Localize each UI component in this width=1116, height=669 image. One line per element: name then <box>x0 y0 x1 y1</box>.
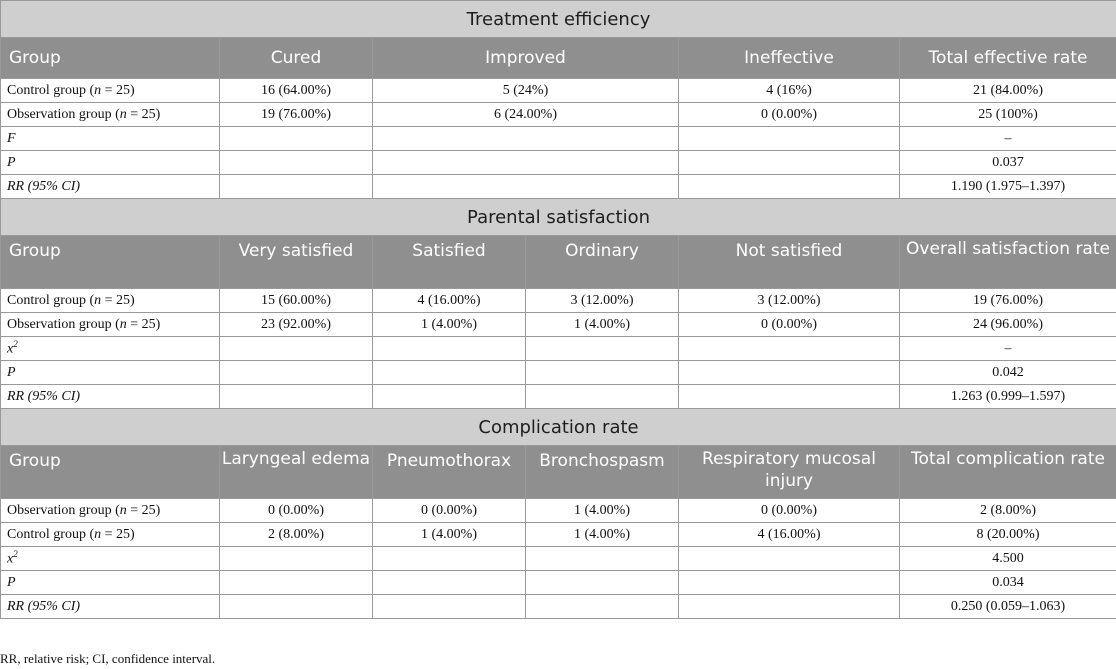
data-cell: 0 (0.00%) <box>678 312 900 337</box>
column-header: Laryngeal edema <box>219 445 373 499</box>
column-header: Overall satisfaction rate <box>898 235 1116 289</box>
column-header: Improved <box>372 37 679 79</box>
data-cell: 21 (84.00%) <box>898 78 1116 103</box>
data-cell: 19 (76.00%) <box>219 102 373 127</box>
header-row: Group Very satisfied Satisfied Ordinary … <box>0 235 1116 289</box>
data-cell: 25 (100%) <box>898 102 1116 127</box>
data-cell: 19 (76.00%) <box>898 288 1116 313</box>
section-title: Parental satisfaction <box>0 198 1116 236</box>
header-row: Group Cured Improved Ineffective Total e… <box>0 37 1116 79</box>
stat-row: x2 4.500 <box>0 546 1116 571</box>
data-cell: 4 (16%) <box>678 78 900 103</box>
stat-row: F – <box>0 126 1116 151</box>
column-header: Very satisfied <box>219 235 373 289</box>
column-header: Ineffective <box>678 37 900 79</box>
table-row: Control group (n = 25) 15 (60.00%) 4 (16… <box>0 288 1116 313</box>
stat-label: x2 <box>0 546 220 571</box>
table-row: Control group (n = 25) 16 (64.00%) 5 (24… <box>0 78 1116 103</box>
data-cell: 24 (96.00%) <box>898 312 1116 337</box>
header-row: Group Laryngeal edema Pneumothorax Bronc… <box>0 445 1116 499</box>
stat-value: 0.042 <box>898 360 1116 385</box>
group-cell: Observation group (n = 25) <box>0 498 220 523</box>
data-cell: 6 (24.00%) <box>372 102 679 127</box>
column-header: Group <box>0 37 220 79</box>
table-footnote: RR, relative risk; CI, confidence interv… <box>0 651 216 666</box>
stat-row: RR (95% CI) 1.263 (0.999–1.597) <box>0 384 1116 409</box>
table-row: Observation group (n = 25) 19 (76.00%) 6… <box>0 102 1116 127</box>
group-cell: Control group (n = 25) <box>0 288 220 313</box>
data-cell: 0 (0.00%) <box>219 498 373 523</box>
data-cell: 0 (0.00%) <box>678 102 900 127</box>
group-cell: Control group (n = 25) <box>0 78 220 103</box>
group-label: Observation group (n = 25) <box>7 106 161 122</box>
stat-row: P 0.037 <box>0 150 1116 175</box>
column-header: Total effective rate <box>898 37 1116 79</box>
stat-label: P <box>0 150 220 175</box>
section-title-row: Complication rate <box>0 408 1116 446</box>
data-cell: 1 (4.00%) <box>525 312 679 337</box>
stat-value: – <box>898 126 1116 151</box>
stat-label: F <box>0 126 220 151</box>
section-title: Treatment efficiency <box>0 0 1116 38</box>
stat-label: P <box>0 360 220 385</box>
column-header: Total complication rate <box>898 445 1116 499</box>
data-cell: 0 (0.00%) <box>678 498 900 523</box>
column-header: Group <box>0 445 220 499</box>
stat-row: RR (95% CI) 1.190 (1.975–1.397) <box>0 174 1116 199</box>
column-header: Not satisfied <box>678 235 900 289</box>
column-header: Group <box>0 235 220 289</box>
data-cell: 16 (64.00%) <box>219 78 373 103</box>
data-cell: 1 (4.00%) <box>525 498 679 523</box>
table-row: Observation group (n = 25) 23 (92.00%) 1… <box>0 312 1116 337</box>
stat-value: 0.034 <box>898 570 1116 595</box>
column-header: Pneumothorax <box>372 445 526 499</box>
data-cell: 8 (20.00%) <box>898 522 1116 547</box>
group-cell: Observation group (n = 25) <box>0 102 220 127</box>
stat-value: 0.250 (0.059–1.063) <box>898 594 1116 619</box>
data-cell: 4 (16.00%) <box>678 522 900 547</box>
table-row: Control group (n = 25) 2 (8.00%) 1 (4.00… <box>0 522 1116 547</box>
stat-value: – <box>898 336 1116 361</box>
column-header: Cured <box>219 37 373 79</box>
data-cell: 1 (4.00%) <box>525 522 679 547</box>
stat-row: P 0.042 <box>0 360 1116 385</box>
section-title-row: Parental satisfaction <box>0 198 1116 236</box>
group-label: Control group (n = 25) <box>7 82 135 98</box>
column-header: Ordinary <box>525 235 679 289</box>
stat-label: RR (95% CI) <box>0 594 220 619</box>
data-cell: 1 (4.00%) <box>372 312 526 337</box>
stat-row: x2 – <box>0 336 1116 361</box>
group-cell: Observation group (n = 25) <box>0 312 220 337</box>
stat-label: P <box>0 570 220 595</box>
data-cell: 1 (4.00%) <box>372 522 526 547</box>
data-cell: 2 (8.00%) <box>898 498 1116 523</box>
stat-value: 4.500 <box>898 546 1116 571</box>
stat-row: RR (95% CI) 0.250 (0.059–1.063) <box>0 594 1116 619</box>
results-table: Treatment efficiency Group Cured Improve… <box>0 0 1116 619</box>
section-title: Complication rate <box>0 408 1116 446</box>
data-cell: 3 (12.00%) <box>525 288 679 313</box>
data-cell: 3 (12.00%) <box>678 288 900 313</box>
stat-label: RR (95% CI) <box>0 384 220 409</box>
column-header: Satisfied <box>372 235 526 289</box>
stat-value: 1.263 (0.999–1.597) <box>898 384 1116 409</box>
data-cell: 15 (60.00%) <box>219 288 373 313</box>
data-cell: 4 (16.00%) <box>372 288 526 313</box>
stat-value: 1.190 (1.975–1.397) <box>898 174 1116 199</box>
stat-row: P 0.034 <box>0 570 1116 595</box>
column-header: Bronchospasm <box>525 445 679 499</box>
stat-label: RR (95% CI) <box>0 174 220 199</box>
column-header: Respiratory mucosal injury <box>678 445 900 499</box>
data-cell: 0 (0.00%) <box>372 498 526 523</box>
stat-label: x2 <box>0 336 220 361</box>
data-cell: 5 (24%) <box>372 78 679 103</box>
data-cell: 23 (92.00%) <box>219 312 373 337</box>
table-row: Observation group (n = 25) 0 (0.00%) 0 (… <box>0 498 1116 523</box>
section-title-row: Treatment efficiency <box>0 0 1116 38</box>
stat-value: 0.037 <box>898 150 1116 175</box>
group-cell: Control group (n = 25) <box>0 522 220 547</box>
data-cell: 2 (8.00%) <box>219 522 373 547</box>
